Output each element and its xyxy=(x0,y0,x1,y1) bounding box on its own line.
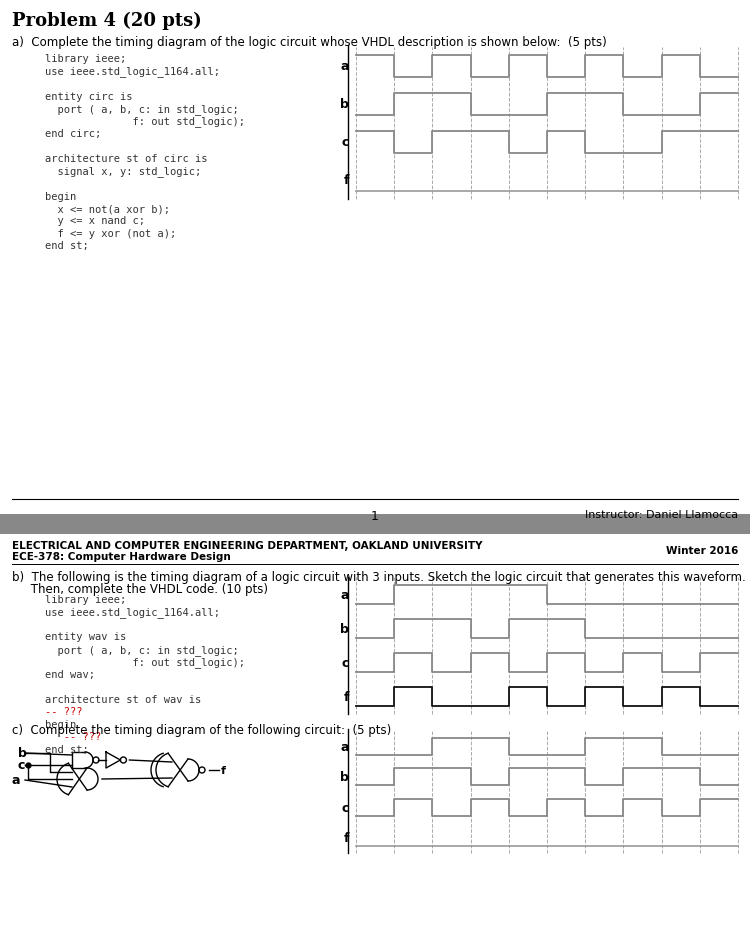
Text: a: a xyxy=(340,588,349,601)
Text: f: f xyxy=(221,765,226,775)
Text: end st;: end st; xyxy=(45,241,88,251)
Text: end circ;: end circ; xyxy=(45,129,101,139)
Text: library ieee;: library ieee; xyxy=(45,594,126,604)
Text: f: f xyxy=(344,174,349,187)
Text: Winter 2016: Winter 2016 xyxy=(666,545,738,555)
Text: a: a xyxy=(340,740,349,753)
Text: port ( a, b, c: in std_logic;: port ( a, b, c: in std_logic; xyxy=(45,644,238,655)
Text: begin: begin xyxy=(45,719,76,730)
Text: 1: 1 xyxy=(371,510,379,523)
Text: ECE-378: Computer Hardware Design: ECE-378: Computer Hardware Design xyxy=(12,552,231,562)
Text: signal x, y: std_logic;: signal x, y: std_logic; xyxy=(45,166,201,177)
Text: f: out std_logic);: f: out std_logic); xyxy=(45,117,245,127)
Text: -- ???: -- ??? xyxy=(45,731,101,742)
Text: entity circ is: entity circ is xyxy=(45,92,133,101)
Text: ELECTRICAL AND COMPUTER ENGINEERING DEPARTMENT, OAKLAND UNIVERSITY: ELECTRICAL AND COMPUTER ENGINEERING DEPA… xyxy=(12,540,482,551)
Text: b: b xyxy=(340,770,349,783)
Text: architecture st of circ is: architecture st of circ is xyxy=(45,154,208,164)
Text: f: out std_logic);: f: out std_logic); xyxy=(45,657,245,667)
Text: architecture st of wav is: architecture st of wav is xyxy=(45,694,201,705)
Text: f: f xyxy=(344,832,349,844)
Text: use ieee.std_logic_1164.all;: use ieee.std_logic_1164.all; xyxy=(45,67,220,77)
Text: a: a xyxy=(340,60,349,73)
Text: c: c xyxy=(341,656,349,669)
Text: Instructor: Daniel Llamocca: Instructor: Daniel Llamocca xyxy=(585,510,738,519)
Text: use ieee.std_logic_1164.all;: use ieee.std_logic_1164.all; xyxy=(45,607,220,617)
Text: library ieee;: library ieee; xyxy=(45,54,126,64)
Text: entity wav is: entity wav is xyxy=(45,632,126,641)
Text: begin: begin xyxy=(45,191,76,201)
Text: b: b xyxy=(340,622,349,635)
Text: b)  The following is the timing diagram of a logic circuit with 3 inputs. Sketch: b) The following is the timing diagram o… xyxy=(12,570,746,583)
Text: Problem 4 (20 pts): Problem 4 (20 pts) xyxy=(12,12,202,31)
Text: y <= x nand c;: y <= x nand c; xyxy=(45,216,145,226)
Text: c: c xyxy=(18,758,26,771)
Text: b: b xyxy=(18,746,27,760)
Text: f <= y xor (not a);: f <= y xor (not a); xyxy=(45,229,176,239)
Text: end wav;: end wav; xyxy=(45,669,95,679)
Text: x <= not(a xor b);: x <= not(a xor b); xyxy=(45,204,170,214)
Text: c: c xyxy=(341,136,349,149)
Text: port ( a, b, c: in std_logic;: port ( a, b, c: in std_logic; xyxy=(45,104,238,115)
Text: a: a xyxy=(12,774,20,787)
Text: end st;: end st; xyxy=(45,744,88,755)
Text: a)  Complete the timing diagram of the logic circuit whose VHDL description is s: a) Complete the timing diagram of the lo… xyxy=(12,36,607,49)
Bar xyxy=(0,514,750,535)
Text: Then, complete the VHDL code. (10 pts): Then, complete the VHDL code. (10 pts) xyxy=(12,582,268,595)
Text: c)  Complete the timing diagram of the following circuit:  (5 pts): c) Complete the timing diagram of the fo… xyxy=(12,723,392,736)
Text: c: c xyxy=(341,801,349,814)
Text: b: b xyxy=(340,98,349,111)
Text: -- ???: -- ??? xyxy=(45,706,82,717)
Text: f: f xyxy=(344,691,349,704)
